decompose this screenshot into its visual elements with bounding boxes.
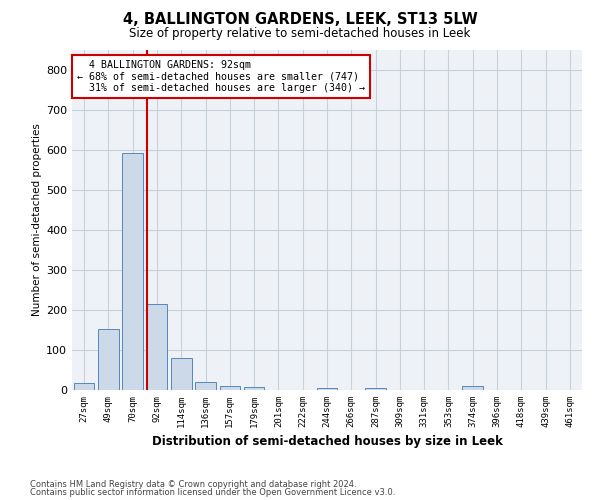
Text: Size of property relative to semi-detached houses in Leek: Size of property relative to semi-detach… <box>130 28 470 40</box>
Bar <box>122 153 143 390</box>
Text: Contains public sector information licensed under the Open Government Licence v3: Contains public sector information licen… <box>30 488 395 497</box>
Y-axis label: Number of semi-detached properties: Number of semi-detached properties <box>32 124 42 316</box>
Text: 4 BALLINGTON GARDENS: 92sqm
← 68% of semi-detached houses are smaller (747)
  31: 4 BALLINGTON GARDENS: 92sqm ← 68% of sem… <box>77 60 365 94</box>
Text: Contains HM Land Registry data © Crown copyright and database right 2024.: Contains HM Land Registry data © Crown c… <box>30 480 356 489</box>
Bar <box>171 358 191 390</box>
Bar <box>463 386 483 390</box>
Bar <box>195 382 216 390</box>
Bar <box>244 387 265 390</box>
X-axis label: Distribution of semi-detached houses by size in Leek: Distribution of semi-detached houses by … <box>152 436 502 448</box>
Bar <box>98 329 119 390</box>
Bar <box>317 388 337 390</box>
Text: 4, BALLINGTON GARDENS, LEEK, ST13 5LW: 4, BALLINGTON GARDENS, LEEK, ST13 5LW <box>122 12 478 28</box>
Bar <box>74 383 94 390</box>
Bar <box>365 388 386 390</box>
Bar <box>146 304 167 390</box>
Bar <box>220 386 240 390</box>
